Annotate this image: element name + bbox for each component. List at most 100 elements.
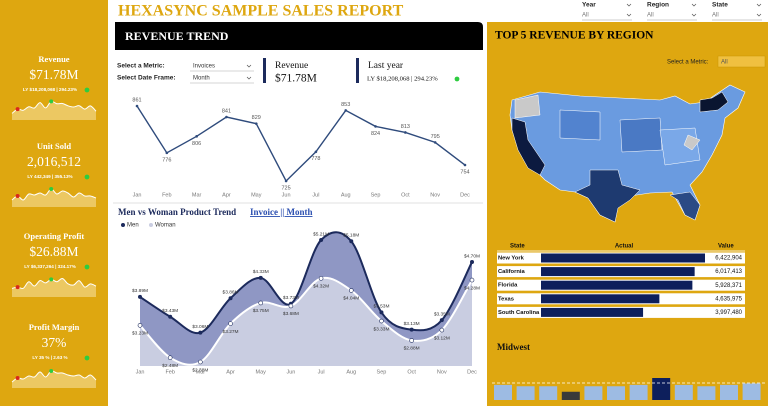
point bbox=[404, 131, 407, 134]
data-label: 841 bbox=[222, 108, 231, 114]
bar bbox=[607, 386, 625, 400]
x-tick-label: Jun bbox=[282, 192, 291, 198]
point bbox=[349, 239, 354, 244]
x-tick-label: Apr bbox=[222, 192, 231, 198]
point bbox=[409, 338, 414, 343]
data-label: $3.89M bbox=[132, 288, 148, 294]
report-title: HEXASYNC SAMPLE SALES REPORT bbox=[118, 3, 404, 20]
point bbox=[258, 300, 264, 306]
x-tick-label: Sep bbox=[371, 192, 381, 198]
section-title: REVENUE TREND bbox=[125, 29, 229, 43]
kpi-comparison: LY 35 % | 2.63 % bbox=[32, 355, 67, 360]
point bbox=[167, 355, 173, 360]
x-tick-label: Apr bbox=[226, 369, 235, 375]
point bbox=[225, 115, 228, 119]
filter-value[interactable]: All bbox=[712, 13, 719, 19]
data-label: $3.23M bbox=[132, 331, 148, 337]
data-label: $3.06M bbox=[192, 324, 208, 330]
point bbox=[168, 314, 173, 319]
bar bbox=[742, 383, 761, 400]
control-label: Select Date Frame: bbox=[117, 75, 176, 82]
data-label: $3.68M bbox=[283, 311, 299, 317]
point bbox=[319, 238, 324, 242]
legend-swatch bbox=[121, 223, 125, 227]
bar bbox=[629, 384, 648, 400]
control-value[interactable]: All bbox=[721, 60, 728, 66]
filter-label: State bbox=[712, 2, 728, 9]
point bbox=[318, 276, 324, 281]
map-state bbox=[699, 91, 729, 113]
sparkline bbox=[11, 100, 97, 114]
trend-line bbox=[136, 105, 466, 183]
map-state bbox=[683, 134, 701, 151]
x-tick-label: Sep bbox=[377, 369, 387, 375]
dropdown[interactable] bbox=[717, 55, 766, 68]
data-label: 829 bbox=[252, 115, 261, 121]
x-tick-label: Jul bbox=[312, 192, 319, 198]
filter-value[interactable]: All bbox=[582, 13, 589, 19]
status-dot bbox=[84, 264, 90, 270]
sparkline-low bbox=[15, 194, 20, 198]
kpi-comparison: LY $18,208,068 | 294.23% bbox=[23, 87, 77, 92]
point bbox=[288, 303, 294, 309]
point bbox=[135, 104, 139, 108]
x-tick-label: Jan bbox=[136, 369, 145, 375]
point bbox=[137, 323, 143, 328]
x-tick-label: Nov bbox=[430, 192, 440, 198]
point bbox=[439, 318, 444, 323]
sparkline-high bbox=[49, 369, 54, 373]
control-chevron bbox=[246, 64, 252, 68]
section-header bbox=[115, 22, 483, 50]
map-state bbox=[574, 169, 641, 223]
control-value[interactable]: Invoices bbox=[193, 64, 215, 70]
sparkline-area bbox=[12, 370, 96, 388]
point bbox=[439, 327, 445, 333]
sparkline bbox=[11, 277, 97, 290]
data-label: $4.28M bbox=[464, 285, 480, 291]
map-state bbox=[511, 117, 546, 176]
bar bbox=[584, 386, 603, 400]
bar bbox=[674, 384, 693, 400]
point bbox=[348, 288, 354, 293]
map-state bbox=[669, 191, 701, 221]
control-label: Select a Metric: bbox=[667, 60, 709, 66]
filter-value[interactable]: All bbox=[647, 13, 654, 19]
data-label: $4.04M bbox=[343, 296, 359, 302]
status-dot bbox=[84, 87, 90, 93]
bar bbox=[561, 391, 580, 400]
column-header: State bbox=[510, 244, 525, 250]
filter-label: Year bbox=[582, 2, 596, 9]
data-label: 853 bbox=[341, 102, 350, 108]
data-label: $2.48M bbox=[162, 363, 178, 369]
point bbox=[228, 296, 233, 301]
data-label: $3.12M bbox=[434, 335, 450, 341]
control-value[interactable]: Month bbox=[193, 76, 210, 82]
point bbox=[284, 179, 288, 183]
sparkline-low bbox=[15, 107, 20, 112]
kpi-label: Profit Margin bbox=[29, 322, 80, 332]
point bbox=[344, 109, 348, 112]
value-label: 4,635,975 bbox=[715, 296, 742, 302]
data-label: $2.88M bbox=[404, 346, 420, 352]
data-label: $3.35M bbox=[434, 311, 450, 317]
sparkline bbox=[11, 188, 97, 201]
data-label: $3.75M bbox=[253, 308, 269, 314]
point bbox=[254, 122, 258, 125]
point bbox=[165, 151, 169, 155]
row-label: Florida bbox=[498, 283, 518, 289]
x-tick-label: Feb bbox=[165, 369, 174, 375]
x-tick-label: May bbox=[256, 369, 267, 375]
data-label: $3.33M bbox=[373, 326, 389, 332]
filter-chevron bbox=[626, 3, 632, 17]
area-fill bbox=[140, 277, 472, 366]
point bbox=[469, 277, 475, 283]
value-label: 6,422,904 bbox=[715, 256, 742, 262]
point bbox=[198, 330, 203, 335]
data-label: $5.18M bbox=[343, 233, 359, 239]
sparkline-low bbox=[15, 285, 20, 290]
data-label: $3.13M bbox=[404, 321, 420, 327]
bar bbox=[541, 253, 705, 263]
data-label: $3.53M bbox=[373, 304, 389, 310]
row-label: New York bbox=[498, 256, 525, 262]
status-dot bbox=[454, 76, 460, 82]
